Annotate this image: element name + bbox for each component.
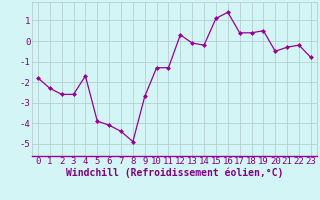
- X-axis label: Windchill (Refroidissement éolien,°C): Windchill (Refroidissement éolien,°C): [66, 168, 283, 178]
